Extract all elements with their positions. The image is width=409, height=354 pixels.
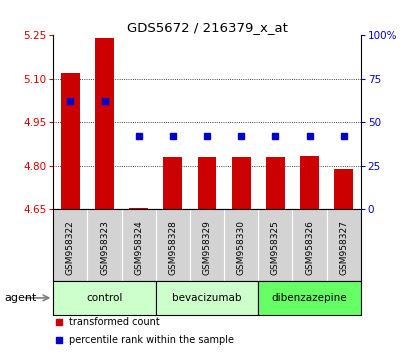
Bar	[95, 38, 114, 209]
Text: GSM958325: GSM958325	[270, 220, 279, 275]
Text: GSM958328: GSM958328	[168, 220, 177, 275]
FancyBboxPatch shape	[155, 280, 258, 315]
Bar	[129, 208, 148, 209]
Text: percentile rank within the sample: percentile rank within the sample	[69, 335, 233, 345]
Text: bevacizumab: bevacizumab	[172, 293, 241, 303]
Text: GSM958323: GSM958323	[100, 220, 109, 275]
Text: transformed count: transformed count	[69, 317, 159, 327]
Text: agent: agent	[4, 293, 36, 303]
Bar	[61, 73, 80, 209]
Bar	[265, 157, 284, 209]
Text: dibenzazepine: dibenzazepine	[271, 293, 346, 303]
Bar	[333, 169, 352, 209]
Text: control: control	[86, 293, 122, 303]
Bar	[299, 156, 318, 209]
FancyBboxPatch shape	[258, 280, 360, 315]
FancyBboxPatch shape	[53, 280, 155, 315]
Text: GSM958330: GSM958330	[236, 220, 245, 275]
Text: GSM958329: GSM958329	[202, 220, 211, 275]
Text: GSM958326: GSM958326	[304, 220, 313, 275]
Text: GSM958324: GSM958324	[134, 220, 143, 275]
Bar	[163, 157, 182, 209]
Bar	[197, 157, 216, 209]
Title: GDS5672 / 216379_x_at: GDS5672 / 216379_x_at	[126, 21, 287, 34]
Text: GSM958327: GSM958327	[338, 220, 347, 275]
Bar	[231, 157, 250, 209]
Text: GSM958322: GSM958322	[66, 220, 75, 275]
